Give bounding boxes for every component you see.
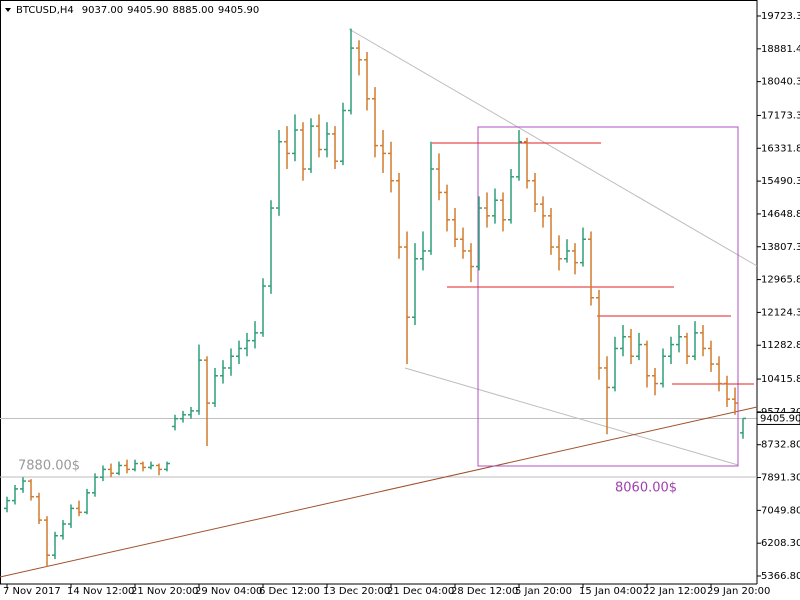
y-tick-label: 8732.80 [761, 440, 800, 451]
x-tick-label: 21 Nov 20:00 [131, 586, 198, 597]
y-tick-label: 5366.80 [761, 571, 800, 582]
x-tick-label: 28 Dec 12:00 [451, 586, 518, 597]
y-tick-label: 14648.80 [761, 209, 800, 220]
x-tick-label: 15 Jan 04:00 [579, 586, 642, 597]
x-tick-label: 5 Jan 20:00 [515, 586, 572, 597]
x-tick-label: 29 Jan 20:00 [707, 586, 770, 597]
y-tick-label: 12124.30 [761, 307, 800, 318]
y-tick-label: 15490.30 [761, 176, 800, 187]
overlay: BTCUSD,H4 9405.90 9037.00 9405.90 8885.00 94… [5, 5, 800, 425]
y-tick-label: 18881.40 [761, 44, 800, 55]
annotation: 8060.00$ [615, 481, 677, 496]
y-tick-label: 17173.30 [761, 110, 800, 121]
annotation: 7880.00$ [18, 459, 80, 474]
y-tick-label: 7049.80 [761, 505, 800, 516]
range-box [477, 126, 739, 467]
x-tick-label: 21 Dec 04:00 [387, 586, 454, 597]
y-tick-label: 19723.30 [761, 11, 800, 22]
y-tick-label: 12965.80 [761, 275, 800, 286]
bars [4, 28, 746, 567]
x-tick-label: 14 Nov 12:00 [67, 586, 134, 597]
y-tick-label: 13807.30 [761, 242, 800, 253]
drawing-objects: 7880.00$ 8060.00$ [0, 28, 758, 578]
x-tick-label: 13 Dec 20:00 [323, 586, 390, 597]
header-value: 9405.90 [127, 5, 168, 16]
last-price-box [756, 411, 800, 425]
header-value: 9037.00 [82, 5, 123, 16]
y-tick-label: 7891.30 [761, 473, 800, 484]
y-tick-label: 16331.80 [761, 143, 800, 154]
y-tick-label: 10415.80 [761, 374, 800, 385]
trend-line [404, 367, 739, 466]
x-tick-label: 7 Nov 2017 [3, 586, 61, 597]
y-tick-label: 11282.80 [761, 340, 800, 351]
header-value: 9405.90 [218, 5, 259, 16]
symbol-title: BTCUSD,H4 [16, 5, 74, 16]
last-price-label: 9405.90 [760, 413, 800, 424]
trend-line [348, 28, 758, 267]
y-tick-label: 6208.30 [761, 538, 800, 549]
x-tick-label: 22 Jan 12:00 [643, 586, 706, 597]
y-tick-label: 18040.30 [761, 77, 800, 88]
header-value: 8885.00 [173, 5, 214, 16]
menu-triangle [5, 8, 11, 12]
support-line [0, 406, 758, 578]
x-tick-label: 6 Dec 12:00 [259, 586, 320, 597]
x-tick-label: 29 Nov 04:00 [195, 586, 262, 597]
